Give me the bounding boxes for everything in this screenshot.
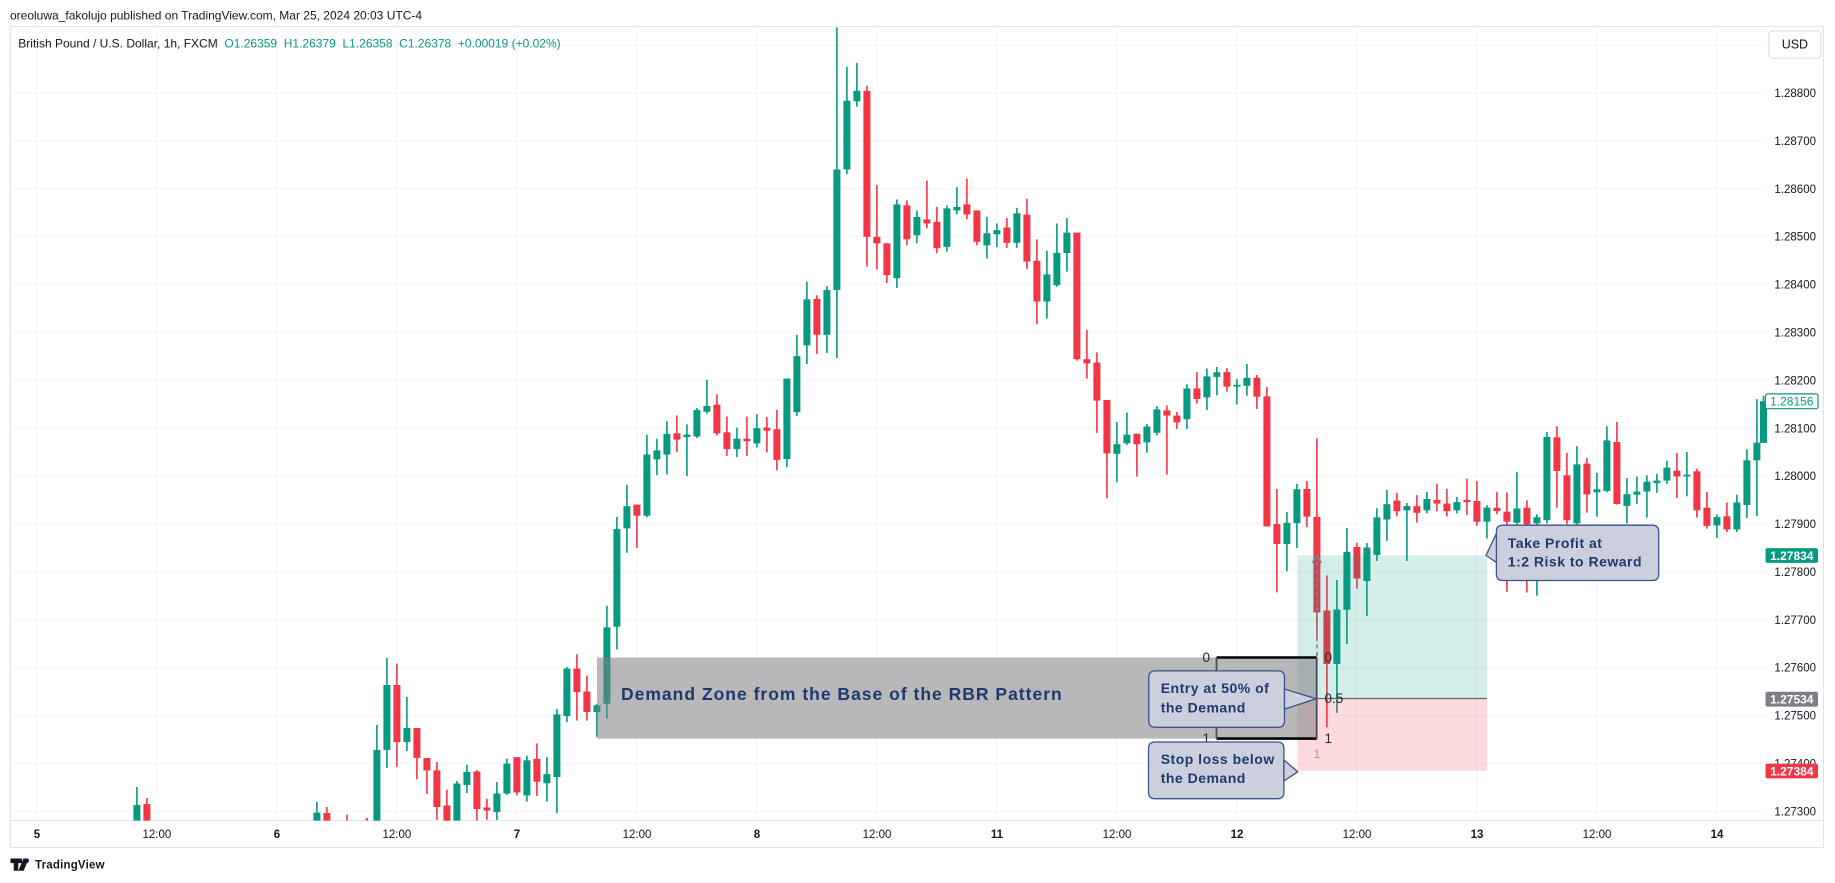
svg-text:1.27834: 1.27834 [1770,549,1814,563]
svg-text:6: 6 [274,829,280,841]
svg-text:12:00: 12:00 [1583,829,1612,841]
svg-text:1.28400: 1.28400 [1774,280,1816,292]
svg-text:1.28300: 1.28300 [1774,328,1816,340]
svg-text:12:00: 12:00 [1343,829,1372,841]
svg-text:7: 7 [514,829,520,841]
svg-text:1: 1 [1314,747,1321,761]
svg-text:British Pound / U.S. Dollar, 1: British Pound / U.S. Dollar, 1h, FXCM O1… [18,37,560,51]
svg-text:1.27534: 1.27534 [1770,693,1814,707]
svg-text:1.27500: 1.27500 [1774,711,1816,723]
svg-text:1.27900: 1.27900 [1774,519,1816,531]
svg-text:1:2 Risk to Reward: 1:2 Risk to Reward [1508,553,1642,569]
svg-text:12:00: 12:00 [143,829,172,841]
svg-text:12:00: 12:00 [623,829,652,841]
svg-text:12:00: 12:00 [863,829,892,841]
svg-text:oreoluwa_fakolujo published on: oreoluwa_fakolujo published on TradingVi… [10,9,422,23]
svg-text:1.28500: 1.28500 [1774,232,1816,244]
svg-text:1.28156: 1.28156 [1770,395,1814,409]
svg-text:1.27800: 1.27800 [1774,567,1816,579]
svg-text:the Demand: the Demand [1161,699,1246,715]
svg-text:TradingView: TradingView [35,860,105,872]
svg-text:Take Profit at: Take Profit at [1508,535,1603,551]
svg-text:Demand Zone from the Base of t: Demand Zone from the Base of the RBR Pat… [621,684,1063,704]
svg-text:1.28800: 1.28800 [1774,88,1816,100]
svg-text:12:00: 12:00 [1103,829,1132,841]
svg-text:Stop loss below: Stop loss below [1161,751,1275,767]
svg-text:1.28200: 1.28200 [1774,375,1816,387]
svg-text:1.28600: 1.28600 [1774,184,1816,196]
svg-text:12:00: 12:00 [383,829,412,841]
svg-text:1.27600: 1.27600 [1774,663,1816,675]
svg-text:USD: USD [1782,38,1808,52]
svg-text:Entry at 50% of: Entry at 50% of [1161,680,1270,696]
svg-text:1.28100: 1.28100 [1774,423,1816,435]
svg-text:1: 1 [1202,731,1210,746]
svg-text:the Demand: the Demand [1161,770,1246,786]
svg-text:12: 12 [1231,829,1244,841]
svg-text:0.5: 0.5 [1325,691,1344,706]
svg-text:5: 5 [34,829,41,841]
svg-text:8: 8 [754,829,761,841]
svg-text:1.27700: 1.27700 [1774,615,1816,627]
svg-text:1.27384: 1.27384 [1770,764,1814,778]
svg-text:1.27300: 1.27300 [1774,806,1816,818]
svg-text:1.28700: 1.28700 [1774,136,1816,148]
svg-text:0: 0 [1202,650,1210,665]
svg-text:1: 1 [1325,731,1333,746]
svg-text:13: 13 [1471,829,1484,841]
svg-text:1.28000: 1.28000 [1774,471,1816,483]
svg-text:11: 11 [991,829,1004,841]
svg-text:14: 14 [1711,829,1724,841]
svg-text:0: 0 [1325,650,1333,665]
